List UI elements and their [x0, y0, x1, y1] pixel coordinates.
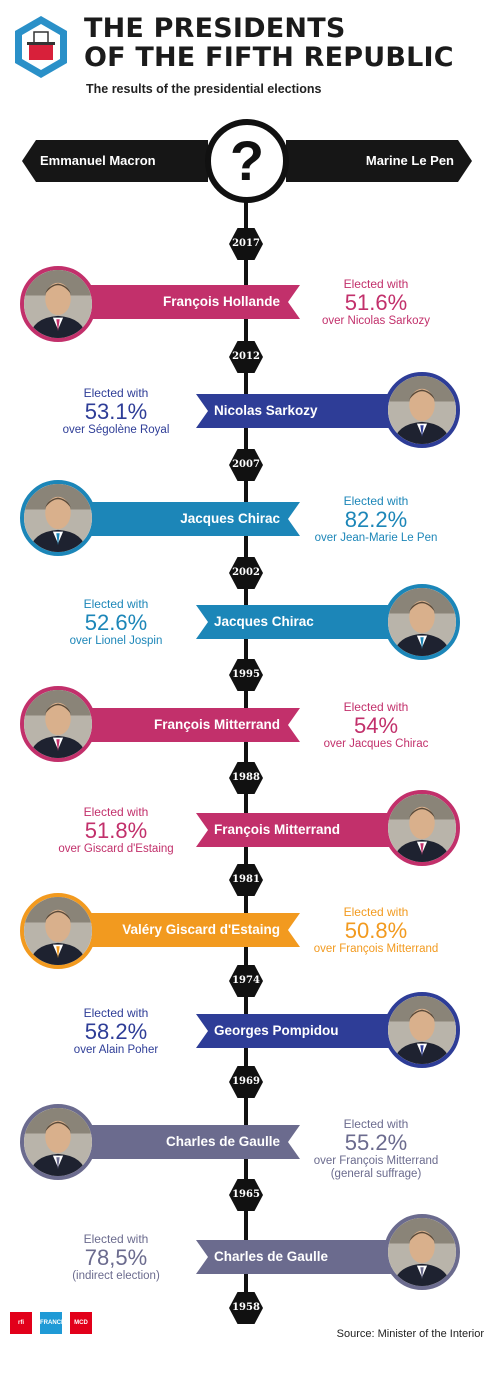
president-name: François Hollande — [162, 294, 280, 309]
vote-percentage: 54% — [353, 713, 399, 738]
rfi-logo: rfi — [10, 1312, 32, 1334]
year-marker: 1981 — [229, 864, 263, 896]
president-name: Jacques Chirac — [214, 614, 314, 629]
page-subtitle: The results of the presidential election… — [86, 82, 322, 96]
elected-with-label: Elected with — [83, 1232, 149, 1246]
vote-percentage: 51.8% — [84, 818, 148, 843]
question-mark-icon: ? — [205, 119, 289, 203]
president-portrait — [20, 480, 96, 556]
candidate-name-right: Marine Le Pen — [365, 153, 454, 168]
source-note: Source: Minister of the Interior — [336, 1328, 484, 1340]
ballot-box-icon — [12, 14, 70, 80]
vote-percentage: 78,5% — [84, 1245, 148, 1270]
elected-with-label: Elected with — [343, 1117, 409, 1131]
election-result: Elected with 55.2% over François Mitterran… — [296, 1118, 456, 1181]
elected-with-label: Elected with — [343, 905, 409, 919]
extra-note: (general suffrage) — [330, 1168, 422, 1180]
president-bar: François Mitterrand — [196, 813, 410, 847]
election-result: Elected with 53.1% over Ségolène Royal — [36, 387, 196, 437]
president-bar: Charles de Gaulle — [196, 1240, 410, 1274]
elected-with-label: Elected with — [83, 386, 149, 400]
opponent-label: over Giscard d'Estaing — [58, 843, 174, 855]
vote-percentage: 50.8% — [344, 918, 408, 943]
elected-with-label: Elected with — [83, 805, 149, 819]
elected-with-label: Elected with — [343, 277, 409, 291]
year-marker: 1974 — [229, 965, 263, 997]
president-name: Charles de Gaulle — [214, 1249, 329, 1264]
president-portrait — [384, 584, 460, 660]
mcd-logo: MCD — [70, 1312, 92, 1334]
president-name: François Mitterrand — [153, 717, 280, 732]
president-bar: François Hollande — [86, 285, 300, 319]
president-bar: François Mitterrand — [86, 708, 300, 742]
elected-with-label: Elected with — [83, 1006, 149, 1020]
elected-with-label: Elected with — [343, 700, 409, 714]
opponent-label: over Jean-Marie Le Pen — [314, 532, 438, 544]
president-portrait — [384, 372, 460, 448]
opponent-label: over Lionel Jospin — [69, 635, 163, 647]
president-portrait — [384, 790, 460, 866]
vote-percentage: 53.1% — [84, 399, 148, 424]
president-bar: Georges Pompidou — [196, 1014, 410, 1048]
vote-percentage: 82.2% — [344, 507, 408, 532]
president-bar: Jacques Chirac — [86, 502, 300, 536]
election-result: Elected with 50.8% over François Mitterran… — [296, 906, 456, 956]
president-name: Nicolas Sarkozy — [214, 403, 318, 418]
elected-with-label: Elected with — [83, 597, 149, 611]
opponent-label: over François Mitterrand — [313, 943, 439, 955]
president-name: Valéry Giscard d'Estaing — [122, 922, 280, 937]
election-result: Elected with 51.8% over Giscard d'Estaing — [36, 806, 196, 856]
president-portrait — [384, 1214, 460, 1290]
france24-logo: FRANCE 24 — [40, 1312, 65, 1348]
president-portrait — [20, 686, 96, 762]
year-marker: 2012 — [229, 341, 263, 373]
year-marker: 1988 — [229, 762, 263, 794]
president-bar: Charles de Gaulle — [86, 1125, 300, 1159]
president-name: Georges Pompidou — [214, 1023, 339, 1038]
president-bar: Nicolas Sarkozy — [196, 394, 410, 428]
candidate-banner-right: Marine Le Pen — [286, 140, 472, 182]
year-marker: 2007 — [229, 449, 263, 481]
year-marker: 2002 — [229, 557, 263, 589]
president-bar: Jacques Chirac — [196, 605, 410, 639]
title-line-1: THE PRESIDENTS — [84, 13, 346, 44]
vote-percentage: 51.6% — [344, 290, 408, 315]
president-portrait — [20, 893, 96, 969]
election-result: Elected with 78,5% (indirect election) — [36, 1233, 196, 1283]
president-bar: Valéry Giscard d'Estaing — [86, 913, 300, 947]
year-marker: 1958 — [229, 1292, 263, 1324]
candidate-banner-left: Emmanuel Macron — [22, 140, 208, 182]
candidate-name-left: Emmanuel Macron — [40, 153, 156, 168]
vote-percentage: 58.2% — [84, 1019, 148, 1044]
president-name: Jacques Chirac — [180, 511, 280, 526]
opponent-label: over Alain Poher — [73, 1044, 159, 1056]
year-marker: 1965 — [229, 1179, 263, 1211]
vote-percentage: 55.2% — [344, 1130, 408, 1155]
president-name: Charles de Gaulle — [165, 1134, 280, 1149]
opponent-label: (indirect election) — [72, 1270, 160, 1282]
opponent-label: over Jacques Chirac — [323, 738, 429, 750]
opponent-label: over Ségolène Royal — [62, 424, 170, 436]
president-portrait — [384, 992, 460, 1068]
year-marker: 2017 — [229, 228, 263, 260]
election-result: Elected with 52.6% over Lionel Jospin — [36, 598, 196, 648]
year-marker: 1995 — [229, 659, 263, 691]
election-result: Elected with 51.6% over Nicolas Sarkozy — [296, 278, 456, 328]
opponent-label: over Nicolas Sarkozy — [321, 315, 430, 327]
vote-percentage: 52.6% — [84, 610, 148, 635]
page-title: THE PRESIDENTS OF THE FIFTH REPUBLIC — [84, 14, 454, 72]
year-marker: 1969 — [229, 1066, 263, 1098]
election-result: Elected with 58.2% over Alain Poher — [36, 1007, 196, 1057]
opponent-label: over François Mitterrand — [313, 1155, 439, 1167]
president-name: François Mitterrand — [214, 822, 341, 837]
elected-with-label: Elected with — [343, 494, 409, 508]
president-portrait — [20, 266, 96, 342]
election-result: Elected with 54% over Jacques Chirac — [296, 701, 456, 751]
president-portrait — [20, 1104, 96, 1180]
election-result: Elected with 82.2% over Jean-Marie Le Pen — [296, 495, 456, 545]
title-line-2: OF THE FIFTH REPUBLIC — [84, 42, 454, 73]
